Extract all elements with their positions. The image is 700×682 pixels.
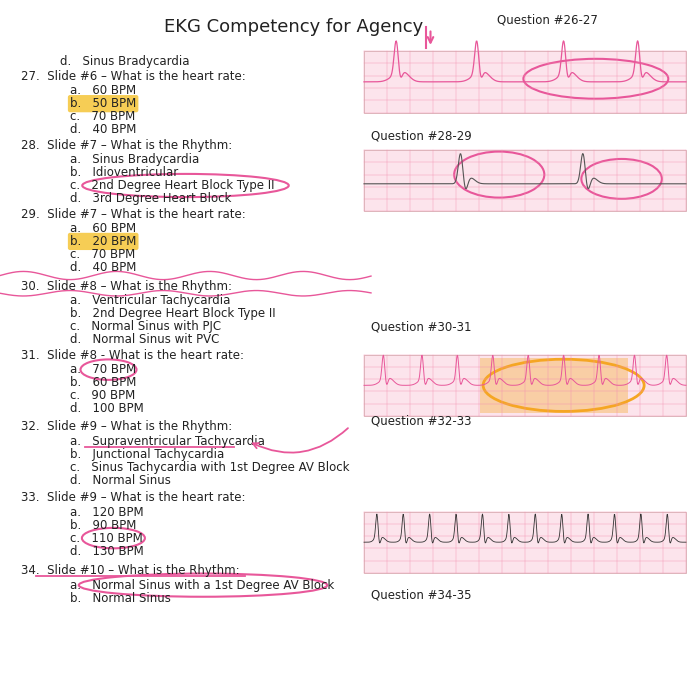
Text: a.   70 BPM: a. 70 BPM bbox=[70, 363, 136, 376]
Text: b.   60 BPM: b. 60 BPM bbox=[70, 376, 136, 389]
FancyBboxPatch shape bbox=[480, 357, 628, 413]
Text: b.   50 BPM: b. 50 BPM bbox=[70, 97, 136, 110]
Text: c.   Sinus Tachycardia with 1st Degree AV Block: c. Sinus Tachycardia with 1st Degree AV … bbox=[70, 460, 349, 474]
Text: c.   90 BPM: c. 90 BPM bbox=[70, 389, 135, 402]
Text: d.   Normal Sinus: d. Normal Sinus bbox=[70, 473, 171, 487]
Text: c.   110 BPM: c. 110 BPM bbox=[70, 531, 143, 545]
Text: d.   40 BPM: d. 40 BPM bbox=[70, 123, 136, 136]
Text: a.   120 BPM: a. 120 BPM bbox=[70, 505, 144, 519]
Text: b.   Junctional Tachycardia: b. Junctional Tachycardia bbox=[70, 447, 224, 461]
Text: a.   60 BPM: a. 60 BPM bbox=[70, 222, 136, 235]
Text: 34.  Slide #10 – What is the Rhythm:: 34. Slide #10 – What is the Rhythm: bbox=[21, 564, 239, 578]
Text: b.   Normal Sinus: b. Normal Sinus bbox=[70, 591, 171, 605]
Text: a.   Supraventricular Tachycardia: a. Supraventricular Tachycardia bbox=[70, 434, 265, 448]
FancyBboxPatch shape bbox=[364, 512, 686, 573]
Text: EKG Competency for Agency: EKG Competency for Agency bbox=[164, 18, 424, 36]
Text: 28.  Slide #7 – What is the Rhythm:: 28. Slide #7 – What is the Rhythm: bbox=[21, 138, 232, 152]
Text: a.   Ventricular Tachycardia: a. Ventricular Tachycardia bbox=[70, 294, 230, 308]
FancyBboxPatch shape bbox=[364, 150, 686, 211]
Text: d.   Normal Sinus wit PVC: d. Normal Sinus wit PVC bbox=[70, 333, 219, 346]
Text: b.   90 BPM: b. 90 BPM bbox=[70, 518, 136, 532]
Text: a.   Normal Sinus with a 1st Degree AV Block: a. Normal Sinus with a 1st Degree AV Blo… bbox=[70, 578, 335, 592]
Text: 33.  Slide #9 – What is the heart rate:: 33. Slide #9 – What is the heart rate: bbox=[21, 491, 246, 505]
Text: d.   3rd Degree Heart Block: d. 3rd Degree Heart Block bbox=[70, 192, 232, 205]
Text: d.   Sinus Bradycardia: d. Sinus Bradycardia bbox=[60, 55, 189, 68]
Text: 29.  Slide #7 – What is the heart rate:: 29. Slide #7 – What is the heart rate: bbox=[21, 207, 246, 221]
FancyBboxPatch shape bbox=[364, 355, 686, 416]
Text: c.   70 BPM: c. 70 BPM bbox=[70, 110, 135, 123]
Text: a.   Sinus Bradycardia: a. Sinus Bradycardia bbox=[70, 153, 199, 166]
FancyBboxPatch shape bbox=[364, 51, 686, 113]
Text: Question #26-27: Question #26-27 bbox=[497, 14, 598, 27]
Text: d.   40 BPM: d. 40 BPM bbox=[70, 261, 136, 274]
Text: b.   Idioventricular: b. Idioventricular bbox=[70, 166, 178, 179]
Text: 30.  Slide #8 – What is the Rhythm:: 30. Slide #8 – What is the Rhythm: bbox=[21, 280, 232, 293]
Text: 27.  Slide #6 – What is the heart rate:: 27. Slide #6 – What is the heart rate: bbox=[21, 70, 246, 83]
Text: 32.  Slide #9 – What is the Rhythm:: 32. Slide #9 – What is the Rhythm: bbox=[21, 420, 232, 434]
Text: c.   2nd Degree Heart Block Type II: c. 2nd Degree Heart Block Type II bbox=[70, 179, 274, 192]
Text: Question #28-29: Question #28-29 bbox=[371, 130, 472, 143]
Text: c.   70 BPM: c. 70 BPM bbox=[70, 248, 135, 261]
Text: Question #34-35: Question #34-35 bbox=[371, 588, 472, 602]
Text: b.   2nd Degree Heart Block Type II: b. 2nd Degree Heart Block Type II bbox=[70, 307, 276, 321]
Text: d.   130 BPM: d. 130 BPM bbox=[70, 544, 144, 558]
Text: d.   100 BPM: d. 100 BPM bbox=[70, 402, 144, 415]
Text: Question #30-31: Question #30-31 bbox=[371, 321, 472, 334]
Text: a.   60 BPM: a. 60 BPM bbox=[70, 84, 136, 98]
Text: Question #32-33: Question #32-33 bbox=[371, 414, 472, 428]
Text: 31.  Slide #8 - What is the heart rate:: 31. Slide #8 - What is the heart rate: bbox=[21, 349, 244, 362]
Text: b.   20 BPM: b. 20 BPM bbox=[70, 235, 136, 248]
Text: c.   Normal Sinus with PJC: c. Normal Sinus with PJC bbox=[70, 320, 221, 333]
